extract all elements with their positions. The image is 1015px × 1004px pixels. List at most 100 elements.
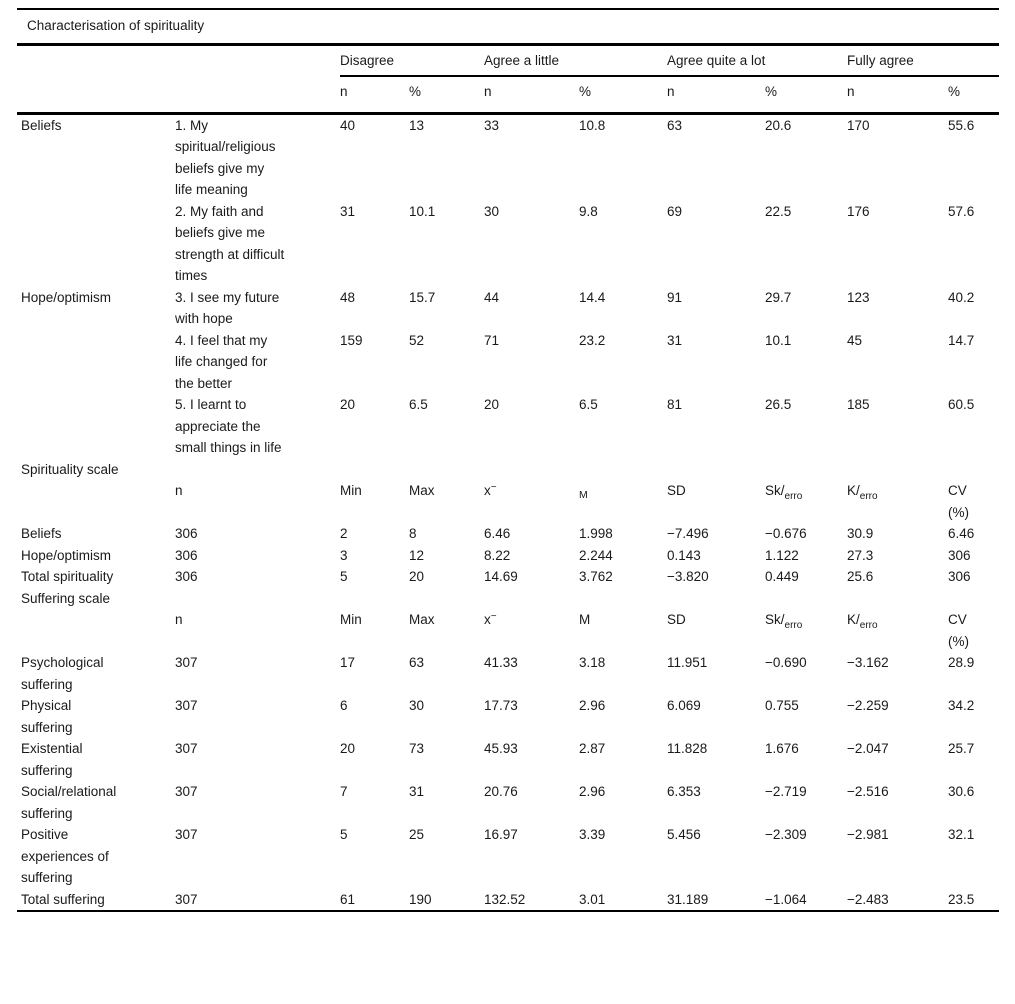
stats-header-cv: CV (%) (948, 612, 969, 649)
row-label: Existential suffering (21, 741, 83, 778)
cell-value: 40.2 (948, 289, 975, 305)
row-label: Beliefs (21, 526, 62, 541)
stats-header-mean: x− (484, 480, 579, 523)
cell-value: 2.87 (579, 741, 606, 756)
section-label: Spirituality scale (21, 461, 119, 477)
cell-value: 11.828 (667, 741, 708, 756)
cell-value: 91 (667, 289, 683, 305)
category-label (17, 330, 175, 395)
stats-header-kurtosis: K/erro (847, 480, 948, 523)
cell-value: 55.6 (948, 117, 975, 133)
cell-value: 132.52 (484, 891, 526, 907)
category-label: Hope/optimism (21, 289, 112, 305)
cell-value: 1.998 (579, 526, 613, 541)
cell-value: 307 (175, 655, 198, 670)
cell-value: 48 (340, 289, 356, 305)
section-label: Suffering scale (21, 590, 111, 606)
cell-value: −2.483 (847, 891, 889, 907)
cell-value: 123 (847, 289, 870, 305)
cell-value: 6.46 (484, 526, 511, 541)
empty-cell (17, 76, 175, 115)
cell-value: 14.7 (948, 332, 975, 348)
cell-value: 15.7 (409, 289, 436, 305)
mean-bar: − (490, 611, 497, 622)
cell-value: 20 (340, 741, 356, 756)
stats-row-positive-experiences: Positive experiences of suffering 307 5 … (17, 824, 999, 889)
cell-value: 2 (340, 526, 348, 541)
k-base: K/ (847, 612, 860, 627)
cell-value: 32.1 (948, 827, 975, 842)
cell-value: 31.189 (667, 891, 709, 907)
cell-value: 307 (175, 784, 198, 799)
cell-value: 8.22 (484, 547, 511, 563)
cell-value: 10.1 (765, 332, 792, 348)
cell-value: 307 (175, 891, 198, 907)
k-sub: erro (859, 491, 878, 502)
cell-value: 20 (409, 569, 425, 584)
cell-value: 307 (175, 827, 198, 842)
mean-base: x (484, 483, 491, 498)
likert-row-item3: Hope/optimism 3. I see my future with ho… (17, 287, 999, 330)
stats-row-total-suffering: Total suffering 307 61 190 132.52 3.01 3… (17, 889, 999, 912)
cell-value: 81 (667, 397, 683, 412)
cell-value: 3 (340, 547, 348, 563)
category-label (17, 394, 175, 459)
cell-value: 2.96 (579, 698, 606, 713)
cell-value: 6 (340, 698, 348, 713)
empty-cell (17, 480, 175, 523)
cell-value: 190 (409, 891, 432, 907)
cell-value: 63 (667, 117, 683, 133)
cell-value: 17 (340, 655, 356, 670)
cell-value: 6.069 (667, 698, 701, 713)
cell-value: 0.755 (765, 698, 799, 713)
cell-value: 12 (409, 547, 425, 563)
median-label: M (579, 489, 588, 501)
stats-row-psychological-suffering: Psychological suffering 307 17 63 41.33 … (17, 652, 999, 695)
cell-value: 185 (847, 397, 870, 412)
cell-value: 14.69 (484, 569, 518, 584)
likert-group-header-row: Disagree Agree a little Agree quite a lo… (17, 44, 1000, 77)
cell-value: 34.2 (948, 698, 975, 713)
subheader-pct: % (579, 76, 667, 115)
item-label: 5. I learnt to appreciate the small thin… (175, 397, 282, 455)
cell-value: 63 (409, 655, 425, 670)
cell-value: 0.449 (765, 569, 799, 584)
stats-header-median: M (579, 612, 591, 627)
cell-value: 307 (175, 698, 198, 713)
cell-value: 26.5 (765, 397, 792, 412)
empty-cell (17, 44, 175, 76)
item-label: 1. My spiritual/religious beliefs give m… (175, 117, 276, 198)
row-label: Social/relational suffering (21, 784, 117, 821)
mean-bar: − (490, 482, 497, 493)
cell-value: 20.6 (765, 117, 792, 133)
cell-value: −0.690 (765, 655, 807, 670)
cell-value: 25.7 (948, 741, 975, 756)
cell-value: 306 (175, 526, 198, 541)
group-header-fully-agree: Fully agree (847, 44, 1000, 77)
cell-value: 27.3 (847, 547, 874, 563)
cell-value: 1.676 (765, 741, 799, 756)
cell-value: 307 (175, 741, 198, 756)
spirituality-characterisation-table: Characterisation of spirituality Disagre… (17, 8, 1000, 912)
cell-value: 2.96 (579, 784, 606, 799)
stats-row-social-relational-suffering: Social/relational suffering 307 7 31 20.… (17, 781, 999, 824)
item-label: 2. My faith and beliefs give me strength… (175, 203, 285, 284)
cell-value: 1.122 (765, 547, 799, 563)
cell-value: 30 (484, 203, 500, 219)
cell-value: 3.18 (579, 655, 606, 670)
row-label: Hope/optimism (21, 547, 112, 563)
stats-row-existential-suffering: Existential suffering 307 20 73 45.93 2.… (17, 738, 999, 781)
cell-value: 16.97 (484, 827, 518, 842)
group-header-agree-quite-a-lot: Agree quite a lot (667, 44, 847, 77)
cell-value: 31 (667, 332, 683, 348)
cell-value: 10.8 (579, 117, 606, 133)
cell-value: −7.496 (667, 526, 709, 541)
sk-base: Sk/ (765, 483, 785, 498)
stats-header-row-spirituality: n Min Max x− M SD Sk/erro K/erro CV (%) (17, 480, 999, 523)
cell-value: 306 (948, 547, 971, 563)
cell-value: −3.162 (847, 655, 889, 670)
stats-header-min: Min (340, 483, 362, 498)
cell-value: 5 (340, 569, 348, 584)
cell-value: −2.309 (765, 827, 807, 842)
